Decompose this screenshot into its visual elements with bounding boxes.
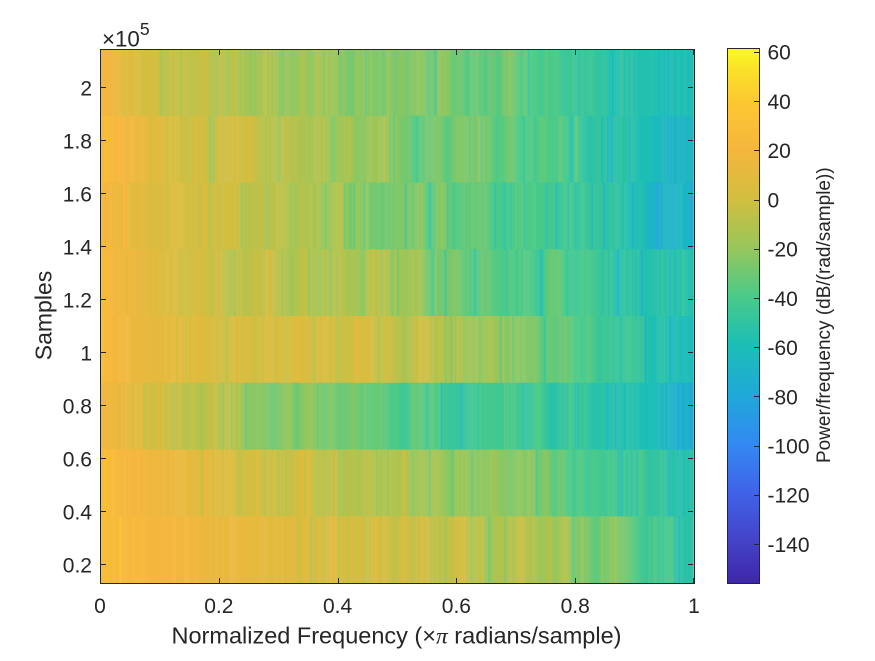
svg-text:60: 60 [768, 42, 791, 65]
svg-text:0.8: 0.8 [63, 396, 92, 419]
svg-text:-100: -100 [768, 436, 810, 459]
svg-text:-140: -140 [768, 534, 810, 557]
svg-text:0.2: 0.2 [63, 555, 92, 578]
svg-text:Samples: Samples [31, 271, 57, 360]
svg-text:0.2: 0.2 [204, 595, 233, 618]
svg-text:×105: ×105 [102, 19, 150, 51]
svg-text:0: 0 [768, 189, 780, 212]
svg-text:-40: -40 [768, 288, 798, 311]
svg-text:-60: -60 [768, 337, 798, 360]
svg-text:1.6: 1.6 [63, 184, 92, 207]
svg-text:-120: -120 [768, 485, 810, 508]
svg-text:1: 1 [80, 343, 92, 366]
svg-text:1.2: 1.2 [63, 290, 92, 313]
svg-text:2: 2 [80, 78, 92, 101]
svg-text:0.4: 0.4 [323, 595, 353, 618]
svg-text:Power/frequency (dB/(rad/sampl: Power/frequency (dB/(rad/sample)) [814, 167, 835, 463]
svg-text:1.4: 1.4 [63, 237, 93, 260]
svg-text:1: 1 [688, 595, 700, 618]
svg-text:0.4: 0.4 [63, 502, 93, 525]
svg-text:1.8: 1.8 [63, 131, 92, 154]
svg-text:0.6: 0.6 [442, 595, 471, 618]
svg-text:0.6: 0.6 [63, 449, 92, 472]
svg-text:40: 40 [768, 91, 791, 114]
svg-text:0: 0 [94, 595, 106, 618]
svg-text:-20: -20 [768, 239, 798, 262]
svg-text:-80: -80 [768, 386, 798, 409]
svg-text:Normalized Frequency (×π radia: Normalized Frequency (×π radians/sample) [172, 623, 622, 650]
svg-text:0.8: 0.8 [561, 595, 590, 618]
svg-text:20: 20 [768, 140, 791, 163]
